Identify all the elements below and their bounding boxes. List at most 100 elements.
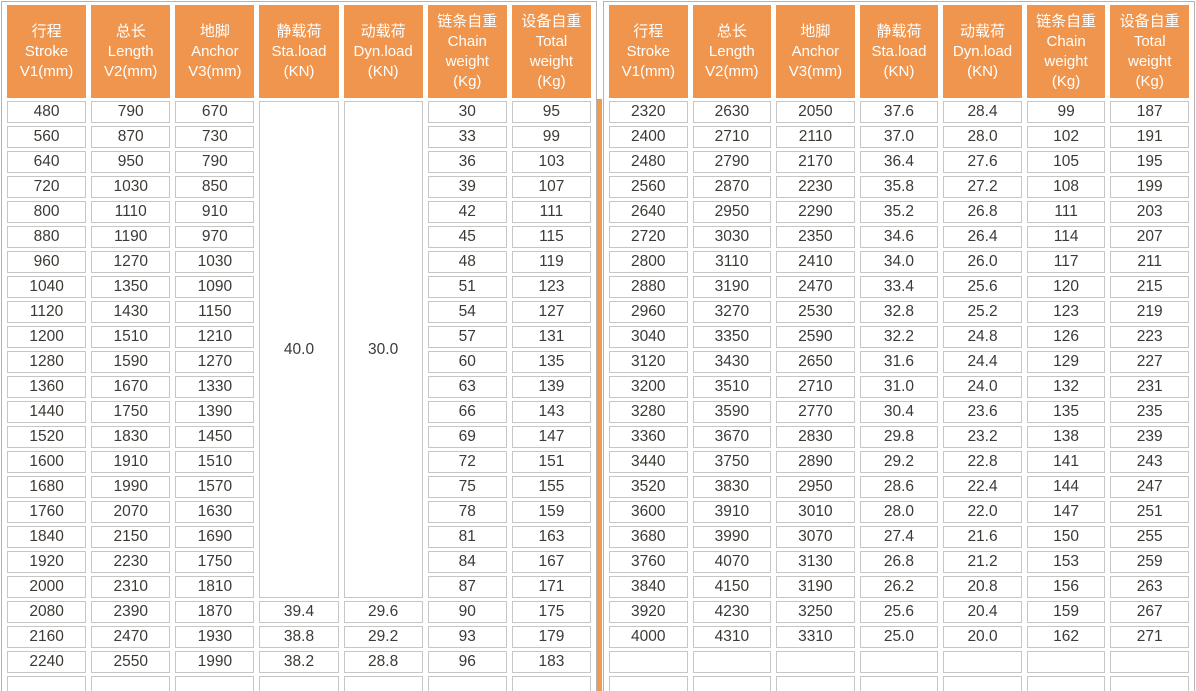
table-cell-dynamic-load: 26.8 [943,201,1022,223]
table-cell-stroke: 2800 [609,251,688,273]
table-cell-anchor: 1510 [175,451,255,473]
table-cell-dynamic-load: 29.2 [343,626,423,648]
table-row: 2800 3110 2410 34.0 26.0 117 211 [609,251,1189,273]
table-cell-anchor: 1990 [175,651,255,673]
table-cell-total-weight: 167 [511,551,591,573]
table-cell-dynamic-load: 28.4 [943,101,1022,123]
table-cell-chain-weight: 123 [1026,301,1106,323]
table-cell-stroke: 480 [7,101,87,123]
table-cell-static-load: 33.4 [859,276,939,298]
table-cell-anchor: 2050 [776,101,855,123]
table-cell-anchor: 1330 [175,376,255,398]
table-cell-anchor: 2590 [776,326,855,348]
table-cell-length: 3590 [692,401,772,423]
table-cell-chain-weight: 45 [427,226,507,248]
table-cell-static-load: 37.6 [859,101,939,123]
table-cell-stroke: 3200 [609,376,688,398]
table-cell-dynamic-load: 24.4 [943,351,1022,373]
table-cell-stroke: 2880 [609,276,688,298]
table-cell-chain-weight: 129 [1026,351,1106,373]
table-cell-anchor: 1630 [175,501,255,523]
table-cell-dynamic-load: 22.4 [943,476,1022,498]
table-cell-total-weight: 239 [1110,426,1189,448]
table-cell-stroke: 2480 [609,151,688,173]
table-cell-stroke: 640 [7,151,87,173]
table-cell-anchor: 1570 [175,476,255,498]
table-cell-chain-weight: 39 [427,176,507,198]
table-cell-length: 1430 [91,301,171,323]
table-cell-stroke: 2160 [7,626,87,648]
table-cell-chain-weight [427,676,507,691]
table-cell-static-load: 25.6 [859,601,939,623]
table-cell-stroke: 560 [7,126,87,148]
table-cell-stroke: 1440 [7,401,87,423]
table-cell-length: 950 [91,151,171,173]
table-cell-anchor: 2530 [776,301,855,323]
table-cell-total-weight: 119 [511,251,591,273]
header-cell-dynamic-load: 动载荷 Dyn.load (KN) [943,5,1022,98]
table-cell-total-weight: 207 [1110,226,1189,248]
header-cell-length: 总长 Length V2(mm) [91,5,171,98]
table-cell-length: 870 [91,126,171,148]
table-cell-anchor: 1930 [175,626,255,648]
table-cell-static-load: 26.2 [859,576,939,598]
table-cell-chain-weight [1026,676,1106,691]
table-cell-static-load [859,676,939,691]
table-cell-chain-weight: 66 [427,401,507,423]
table-cell-length: 1910 [91,451,171,473]
table-cell-stroke: 2400 [609,126,688,148]
table-cell-chain-weight: 120 [1026,276,1106,298]
right-spec-table: 行程 Stroke V1(mm) 总长 Length V2(mm) 地脚 Anchor V3(m… [603,1,1195,691]
table-cell-chain-weight: 117 [1026,251,1106,273]
table-cell-static-load: 31.0 [859,376,939,398]
table-cell-total-weight: 219 [1110,301,1189,323]
table-cell-static-load: 29.2 [859,451,939,473]
table-cell-length: 1670 [91,376,171,398]
table-cell-length: 3110 [692,251,772,273]
table-cell-anchor: 1690 [175,526,255,548]
table-cell-anchor: 1150 [175,301,255,323]
table-cell-total-weight: 199 [1110,176,1189,198]
table-cell-static-load: 36.4 [859,151,939,173]
table-cell-static-load [259,676,339,691]
table-cell-stroke: 3680 [609,526,688,548]
table-cell-anchor: 3250 [776,601,855,623]
table-cell-anchor: 2110 [776,126,855,148]
header-row: 行程 Stroke V1(mm) 总长 Length V2(mm) 地脚 Anchor V3(m… [609,5,1189,98]
table-cell-static-load: 34.0 [859,251,939,273]
table-cell-stroke: 800 [7,201,87,223]
table-cell-length: 2710 [692,126,772,148]
table-cell-chain-weight: 99 [1026,101,1106,123]
table-cell-length: 1990 [91,476,171,498]
table-cell-anchor: 2290 [776,201,855,223]
table-cell-dynamic-load: 20.0 [943,626,1022,648]
header-cell-total-weight: 设备自重 Total weight (Kg) [1110,5,1189,98]
table-cell-total-weight [1110,676,1189,691]
table-row: 1520 1830 1450 69 147 [7,426,591,448]
table-row: 2000 2310 1810 87 171 [7,576,591,598]
table-row [609,676,1189,691]
table-cell-dynamic-load: 23.2 [943,426,1022,448]
table-cell-chain-weight: 144 [1026,476,1106,498]
table-cell-dynamic-load: 26.4 [943,226,1022,248]
table-cell-anchor: 1750 [175,551,255,573]
table-cell-total-weight: 171 [511,576,591,598]
table-cell-dynamic-load: 21.2 [943,551,1022,573]
table-cell-chain-weight: 162 [1026,626,1106,648]
table-cell-stroke: 3280 [609,401,688,423]
table-cell-length: 1270 [91,251,171,273]
table-cell-chain-weight: 57 [427,326,507,348]
table-cell-length: 2550 [91,651,171,673]
header-cell-stroke: 行程 Stroke V1(mm) [609,5,688,98]
table-row: 1200 1510 1210 57 131 [7,326,591,348]
table-cell-anchor: 2230 [776,176,855,198]
table-cell-dynamic-load: 20.8 [943,576,1022,598]
table-row [7,676,591,691]
table-row: 1440 1750 1390 66 143 [7,401,591,423]
table-cell-length: 1190 [91,226,171,248]
table-cell-static-load: 32.2 [859,326,939,348]
table-row: 3600 3910 3010 28.0 22.0 147 251 [609,501,1189,523]
table-row: 720 1030 850 39 107 [7,176,591,198]
table-cell-anchor: 2890 [776,451,855,473]
table-cell-length: 2310 [91,576,171,598]
